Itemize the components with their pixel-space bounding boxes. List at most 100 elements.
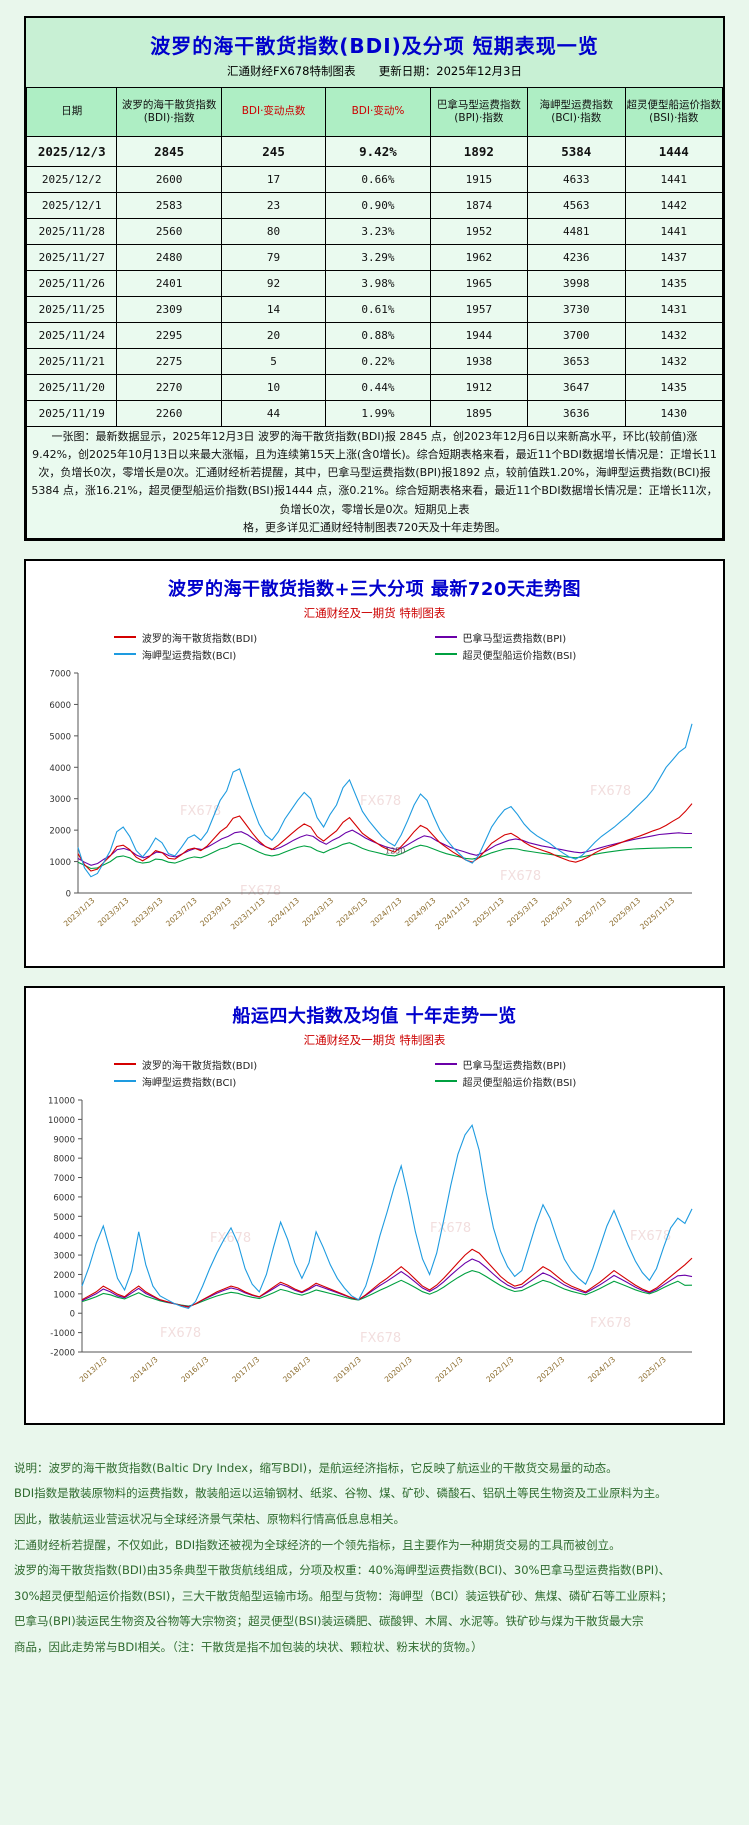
page-root: 波罗的海干散货指数(BDI)及分项 短期表现一览 汇通财经FX678特制图表 更… [0, 16, 749, 1689]
table-cell: 2401 [116, 270, 222, 297]
bdi-table-panel: 波罗的海干散货指数(BDI)及分项 短期表现一览 汇通财经FX678特制图表 更… [24, 16, 725, 541]
y-tick-label: 3000 [53, 1251, 75, 1261]
table-cell: 4633 [527, 166, 626, 193]
chart-10year-svg: FX678 FX678 FX678 FX678 FX678 FX678 -2000 -1000… [48, 1096, 693, 1384]
col-bsi: 超灵便型船运价指数(BSI)·指数 [624, 87, 724, 137]
table-cell: 245 [220, 136, 327, 167]
chart-10year-panel: 船运四大指数及均值 十年走势一览 汇通财经及一期货 特制图表 波罗的海干散货指数… [24, 985, 725, 1425]
table-cell: 0.88% [325, 322, 431, 349]
legend-item: 巴拿马型运费指数(BPI) [375, 629, 696, 646]
table-cell: 2309 [116, 296, 222, 323]
table-row: 2025/11/27 2480 79 3.29% 1962 4236 1437 [25, 244, 724, 271]
legend-item: 海岬型运费指数(BCI) [54, 1073, 375, 1090]
table-cell: 1.99% [325, 400, 431, 427]
table-cell: 3730 [527, 296, 626, 323]
footer-line: 汇通财经析若提醒，不仅如此，BDI指数还被视为全球经济的一个领先指标，且主要作为… [14, 1537, 621, 1552]
bdi-data-table: 日期 波罗的海干散货指数(BDI)·指数 BDI·变动点数 BDI·变动% 巴拿… [25, 87, 724, 539]
y-tick-label: 10000 [48, 1116, 75, 1126]
x-tick-label: 2021/1/3 [434, 1354, 465, 1383]
table-cell: 23 [220, 192, 327, 219]
table-update-date: 更新日期：2025年12月3日 [378, 64, 522, 78]
legend-label: 超灵便型船运价指数(BSI) [462, 650, 577, 662]
y-tick-label: 1000 [53, 1290, 75, 1300]
table-cell: 1962 [429, 244, 529, 271]
y-tick-label: 7000 [49, 669, 71, 679]
table-cell: 9.42% [325, 136, 431, 167]
series-line [81, 1123, 693, 1309]
x-tick-label: 2023/1/13 [62, 895, 97, 928]
x-tick-label: 2017/1/3 [230, 1354, 261, 1383]
table-cell: 2275 [116, 348, 222, 375]
table-cell: 5384 [527, 136, 626, 167]
y-tick-label: 2000 [49, 826, 71, 836]
x-tick-label: 2025/3/13 [505, 895, 540, 928]
x-tick-label: 2024/3/13 [301, 895, 336, 928]
legend-item: 巴拿马型运费指数(BPI) [375, 1056, 696, 1073]
y-tick-label: 6000 [53, 1193, 75, 1203]
legend-swatch-icon [434, 653, 457, 656]
table-cell: 3647 [527, 374, 626, 401]
legend-swatch-icon [434, 636, 457, 639]
table-cell: 0.44% [325, 374, 431, 401]
y-tick-label: 3000 [49, 795, 71, 805]
y-tick-label: 6000 [49, 701, 71, 711]
table-cell: 3700 [527, 322, 626, 349]
table-row: 2025/11/25 2309 14 0.61% 1957 3730 1431 [25, 296, 724, 323]
legend-swatch-icon [113, 636, 136, 639]
table-row: 2025/12/1 2583 23 0.90% 1874 4563 1442 [25, 192, 724, 219]
table-cell: 1957 [429, 296, 529, 323]
table-cell: 1892 [429, 136, 529, 167]
watermark-text: FX678 [210, 1231, 251, 1246]
series-line [77, 841, 693, 869]
table-row: 2025/11/24 2295 20 0.88% 1944 3700 1432 [25, 322, 724, 349]
y-tick-label: 4000 [53, 1232, 75, 1242]
x-tick-label: 2025/1/3 [637, 1354, 668, 1383]
table-row: 2025/12/3 2845 245 9.42% 1892 5384 1444 [25, 136, 724, 167]
table-cell: 0.66% [325, 166, 431, 193]
legend-item: 海岬型运费指数(BCI) [54, 646, 375, 663]
series-line [81, 1258, 693, 1308]
table-cell: 1442 [624, 192, 724, 219]
table-cell: 5 [220, 348, 327, 375]
table-cell: 20 [220, 322, 327, 349]
col-bdi-change-pct: BDI·变动% [325, 87, 431, 137]
legend-label: 波罗的海干散货指数(BDI) [141, 1060, 258, 1072]
chart-10year-subtitle: 汇通财经及一期货 特制图表 [303, 1032, 446, 1047]
table-body: 2025/12/3 2845 245 9.42% 1892 5384 1444 2025/12… [25, 136, 724, 427]
x-tick-label: 2024/1/13 [266, 895, 301, 928]
table-cell: 4481 [527, 218, 626, 245]
table-cell: 4563 [527, 192, 626, 219]
chart-720day-svg: FX678 FX678 FX678 FX678 FX678 0 1000 2000 3000 40… [49, 669, 693, 931]
table-cell: 3.98% [325, 270, 431, 297]
y-tick-label: 1000 [49, 858, 71, 868]
col-date: 日期 [25, 87, 118, 137]
legend-label: 超灵便型船运价指数(BSI) [462, 1077, 577, 1089]
table-cell: 1965 [429, 270, 529, 297]
y-tick-label: 7000 [53, 1174, 75, 1184]
table-cell: 1444 [624, 136, 724, 167]
note-main-text: 一张图：最新数据显示，2025年12月3日 波罗的海干散货指数(BDI)报 28… [31, 430, 718, 516]
legend-label: 海岬型运费指数(BCI) [141, 1077, 237, 1089]
table-cell: 1874 [429, 192, 529, 219]
table-header: 波罗的海干散货指数(BDI)及分项 短期表现一览 汇通财经FX678特制图表 更… [26, 18, 723, 87]
chart-720day-title: 波罗的海干散货指数+三大分项 最新720天走势图 [168, 578, 581, 600]
table-cell: 0.90% [325, 192, 431, 219]
table-row: 2025/11/20 2270 10 0.44% 1912 3647 1435 [25, 374, 724, 401]
table-cell: 2025/11/24 [25, 322, 118, 349]
table-cell: 80 [220, 218, 327, 245]
x-tick-label: 2025/5/13 [539, 895, 574, 928]
table-cell: 3653 [527, 348, 626, 375]
legend-label: 波罗的海干散货指数(BDI) [141, 633, 258, 645]
table-row: 2025/11/26 2401 92 3.98% 1965 3998 1435 [25, 270, 724, 297]
chart-annotation: 1250 [385, 847, 405, 856]
series-line [81, 1269, 693, 1307]
watermark-text: FX678 [160, 1326, 201, 1341]
table-row: 2025/12/2 2600 17 0.66% 1915 4633 1441 [25, 166, 724, 193]
table-cell: 2025/11/27 [25, 244, 118, 271]
x-tick-label: 2024/9/13 [403, 895, 438, 928]
table-cell: 2025/11/25 [25, 296, 118, 323]
table-note-cell: 一张图：最新数据显示，2025年12月3日 波罗的海干散货指数(BDI)报 28… [26, 426, 723, 539]
table-cell: 2270 [116, 374, 222, 401]
x-tick-label: 2022/1/3 [484, 1354, 515, 1383]
table-cell: 2025/11/20 [25, 374, 118, 401]
